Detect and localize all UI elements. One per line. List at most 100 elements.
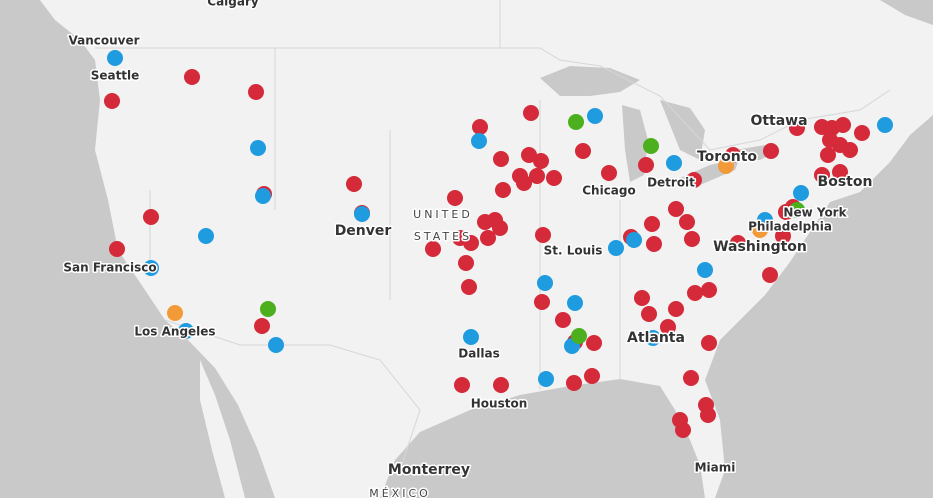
location-marker[interactable] [644, 216, 660, 232]
location-marker[interactable] [458, 255, 474, 271]
place-label: Los Angeles [134, 325, 215, 339]
location-marker[interactable] [537, 275, 553, 291]
location-marker[interactable] [684, 231, 700, 247]
location-marker[interactable] [463, 329, 479, 345]
location-marker[interactable] [346, 176, 362, 192]
location-marker[interactable] [775, 228, 791, 244]
location-marker[interactable] [492, 220, 508, 236]
location-marker[interactable] [567, 295, 583, 311]
location-marker[interactable] [529, 168, 545, 184]
location-marker[interactable] [268, 337, 284, 353]
location-marker[interactable] [668, 301, 684, 317]
location-marker[interactable] [454, 377, 470, 393]
location-marker[interactable] [555, 312, 571, 328]
location-marker[interactable] [523, 105, 539, 121]
location-marker[interactable] [832, 164, 848, 180]
location-marker[interactable] [107, 50, 123, 66]
location-marker[interactable] [679, 214, 695, 230]
location-marker[interactable] [425, 241, 441, 257]
location-marker[interactable] [516, 175, 532, 191]
location-marker[interactable] [568, 114, 584, 130]
atlantic-ocean [705, 115, 933, 498]
location-marker[interactable] [643, 138, 659, 154]
place-label: Seattle [91, 69, 140, 83]
location-marker[interactable] [571, 328, 587, 344]
location-marker[interactable] [255, 188, 271, 204]
location-marker[interactable] [835, 117, 851, 133]
location-marker[interactable] [521, 147, 537, 163]
location-marker[interactable] [586, 335, 602, 351]
location-marker[interactable] [495, 182, 511, 198]
location-marker[interactable] [646, 236, 662, 252]
location-marker[interactable] [687, 285, 703, 301]
country-label: MÉXICO [369, 487, 431, 498]
location-marker[interactable] [535, 227, 551, 243]
location-marker[interactable] [641, 306, 657, 322]
location-marker[interactable] [463, 235, 479, 251]
location-marker[interactable] [198, 228, 214, 244]
canada-border [95, 47, 891, 151]
location-marker[interactable] [675, 422, 691, 438]
location-marker[interactable] [793, 185, 809, 201]
location-marker[interactable] [534, 294, 550, 310]
location-marker[interactable] [700, 407, 716, 423]
location-marker[interactable] [260, 301, 276, 317]
location-marker[interactable] [638, 157, 654, 173]
location-marker[interactable] [752, 222, 768, 238]
location-marker[interactable] [143, 260, 159, 276]
location-marker[interactable] [109, 241, 125, 257]
location-marker[interactable] [143, 209, 159, 225]
location-marker[interactable] [254, 318, 270, 334]
location-marker[interactable] [538, 371, 554, 387]
location-marker[interactable] [683, 370, 699, 386]
location-marker[interactable] [584, 368, 600, 384]
location-marker[interactable] [480, 230, 496, 246]
location-marker[interactable] [645, 330, 661, 346]
location-marker[interactable] [660, 319, 676, 335]
location-marker[interactable] [471, 133, 487, 149]
location-marker[interactable] [461, 279, 477, 295]
location-marker[interactable] [820, 147, 836, 163]
location-marker[interactable] [730, 235, 746, 251]
location-marker[interactable] [701, 282, 717, 298]
location-marker[interactable] [447, 190, 463, 206]
location-marker[interactable] [248, 84, 264, 100]
location-marker[interactable] [167, 305, 183, 321]
location-marker[interactable] [601, 165, 617, 181]
place-label: Calgary [207, 0, 259, 9]
pacific-ocean [0, 0, 275, 498]
location-marker[interactable] [842, 142, 858, 158]
location-marker[interactable] [666, 155, 682, 171]
location-marker[interactable] [854, 125, 870, 141]
location-marker[interactable] [250, 140, 266, 156]
location-marker[interactable] [718, 158, 734, 174]
location-marker[interactable] [634, 290, 650, 306]
place-label: St. Louis [544, 244, 603, 258]
location-marker[interactable] [626, 232, 642, 248]
location-marker[interactable] [566, 375, 582, 391]
location-marker[interactable] [184, 69, 200, 85]
location-marker[interactable] [533, 153, 549, 169]
location-marker[interactable] [701, 335, 717, 351]
location-marker[interactable] [814, 167, 830, 183]
location-marker[interactable] [104, 93, 120, 109]
location-marker[interactable] [697, 262, 713, 278]
location-marker[interactable] [575, 143, 591, 159]
location-marker[interactable] [668, 201, 684, 217]
location-marker[interactable] [877, 117, 893, 133]
location-marker[interactable] [493, 377, 509, 393]
location-marker[interactable] [587, 108, 603, 124]
location-marker[interactable] [546, 170, 562, 186]
location-marker[interactable] [608, 240, 624, 256]
location-marker[interactable] [763, 143, 779, 159]
location-marker[interactable] [178, 323, 194, 339]
location-marker[interactable] [789, 120, 805, 136]
place-label: Monterrey [388, 462, 470, 478]
location-marker[interactable] [686, 172, 702, 188]
country-label: STATES [414, 230, 472, 243]
location-marker[interactable] [354, 206, 370, 222]
location-marker[interactable] [789, 202, 805, 218]
location-marker[interactable] [472, 119, 488, 135]
location-marker[interactable] [762, 267, 778, 283]
location-marker[interactable] [493, 151, 509, 167]
